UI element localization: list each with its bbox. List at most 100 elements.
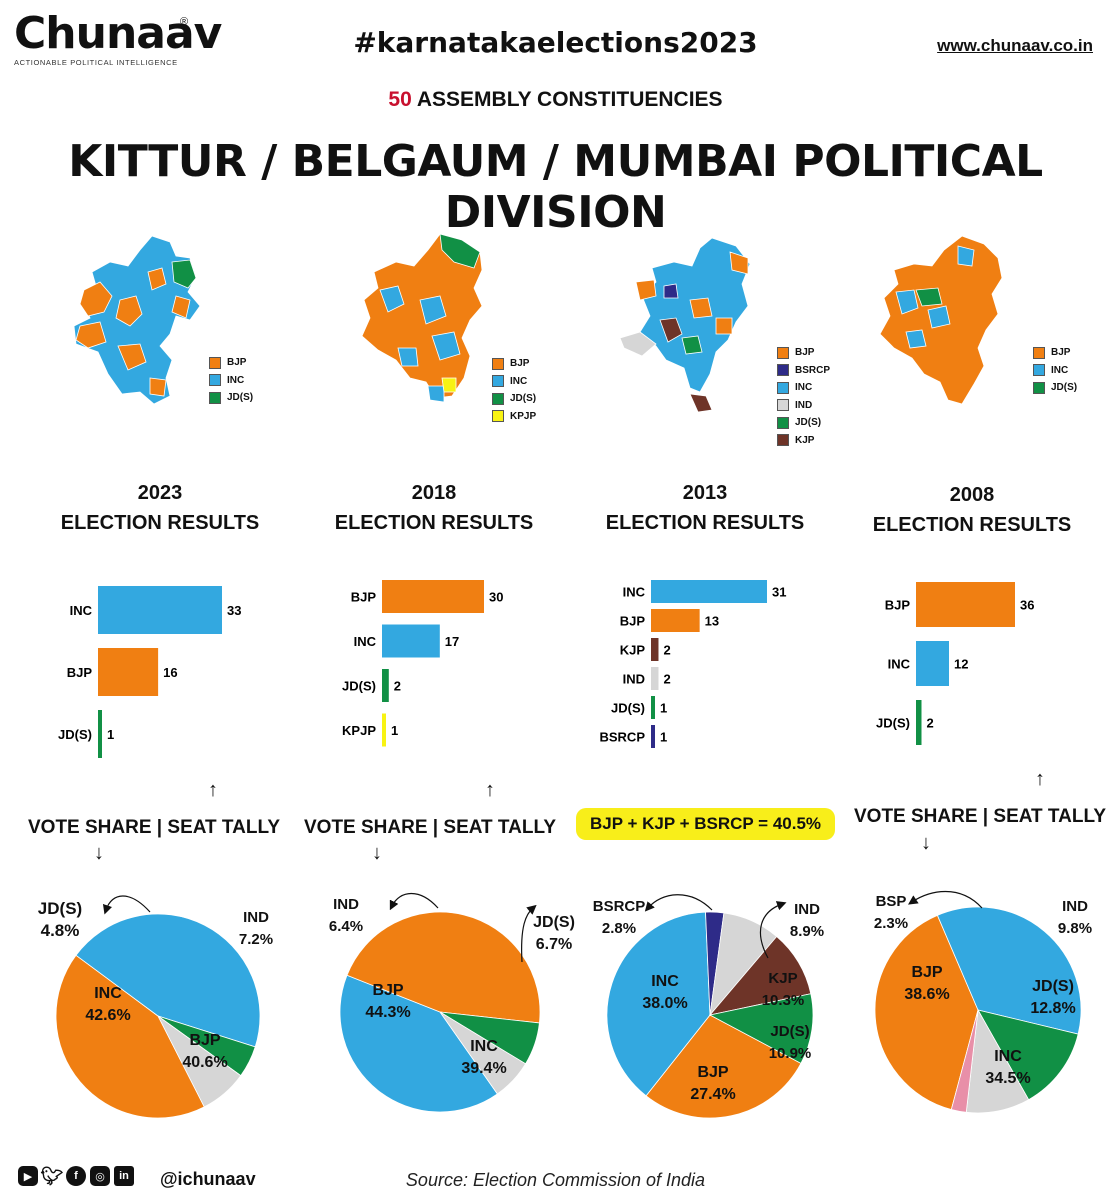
bar-value-label: 31 bbox=[772, 585, 786, 600]
legend-label: KPJP bbox=[510, 410, 537, 422]
arrow-down-icon: ↓ bbox=[372, 842, 382, 864]
map-2013-region-kjp bbox=[689, 393, 713, 413]
bar-category-label: KJP bbox=[620, 643, 646, 658]
bar-value-label: 2 bbox=[927, 716, 934, 731]
bar-value-label: 16 bbox=[163, 665, 177, 680]
map-legend-2008: BJP INC JD(S) bbox=[1033, 344, 1077, 397]
pie-slice-2023-inc bbox=[75, 913, 261, 1048]
legend-label: JD(S) bbox=[510, 393, 537, 405]
legend-label: INC bbox=[510, 375, 528, 387]
registered-mark: ® bbox=[180, 16, 189, 28]
pie-party-label: JD(S) bbox=[37, 899, 83, 918]
bar-value-label: 2 bbox=[394, 679, 401, 694]
legend-swatch bbox=[209, 391, 221, 404]
social-handle[interactable]: @ichunaav bbox=[160, 1169, 256, 1189]
heading-label: ELECTION RESULTS bbox=[334, 512, 534, 534]
pie-party-label: BJP bbox=[911, 964, 943, 981]
pointer-arrow bbox=[102, 895, 151, 915]
bar-value-label: 1 bbox=[391, 723, 398, 738]
legend-item-inc: INC bbox=[777, 379, 830, 397]
map-2018-region-inc bbox=[427, 385, 445, 403]
pie-slice-2013-inc bbox=[606, 911, 711, 1097]
map-2008-region-inc bbox=[957, 245, 975, 267]
legend-item-kpjp: KPJP bbox=[492, 408, 536, 426]
bar-category-label: BJP bbox=[67, 665, 93, 680]
hashtag: #karnatakaelections2023 bbox=[353, 26, 758, 59]
legend-swatch bbox=[209, 356, 221, 369]
youtube-icon[interactable]: ▶ bbox=[18, 1166, 38, 1186]
pie-slice-2023-bjp bbox=[55, 954, 205, 1119]
arrow-up-icon: ↑ bbox=[485, 779, 495, 801]
pie-label-2008-inc: INC 34.5% bbox=[958, 1046, 1058, 1090]
map-2023-region-bjp bbox=[79, 281, 113, 317]
bar-2018-jds bbox=[382, 669, 389, 702]
legend-swatch bbox=[492, 357, 504, 370]
map-2013-region-bjp bbox=[635, 279, 657, 301]
pie-party-label: JD(S) bbox=[1032, 978, 1074, 995]
pie-party-label: BJP bbox=[189, 1032, 221, 1049]
map-legend-2013: BJP BSRCP INC IND JD(S) KJP bbox=[777, 344, 830, 449]
legend-swatch bbox=[1033, 364, 1045, 377]
bar-2023-jds bbox=[98, 710, 102, 758]
map-2018 bbox=[361, 233, 483, 403]
pie-label-2008-bsp: BSP 2.3% bbox=[841, 891, 941, 935]
legend-item-inc: INC bbox=[1033, 362, 1077, 380]
legend-label: KJP bbox=[795, 434, 815, 446]
pie-value-label: 2.8% bbox=[601, 920, 637, 937]
instagram-icon[interactable]: ◎ bbox=[90, 1166, 110, 1186]
twitter-icon[interactable]: 🐦︎ bbox=[40, 1165, 64, 1186]
map-2023-region-bjp bbox=[171, 295, 191, 319]
map-2013-region-ind bbox=[619, 331, 657, 357]
legend-item-inc: INC bbox=[492, 373, 536, 391]
pie-party-label: INC bbox=[470, 1038, 498, 1055]
pie-label-2018-jds: JD(S) 6.7% bbox=[504, 912, 604, 956]
combined-vote-share-badge: BJP + KJP + BSRCP = 40.5% bbox=[576, 808, 835, 840]
map-2023-region-bjp bbox=[147, 267, 167, 291]
linkedin-icon[interactable]: in bbox=[114, 1166, 134, 1186]
pie-value-label: 9.8% bbox=[1057, 920, 1093, 937]
bar-2013-kjp bbox=[651, 638, 659, 661]
pie-label-2013-bsrcp: BSRCP 2.8% bbox=[569, 896, 669, 940]
facebook-icon[interactable]: f bbox=[66, 1166, 86, 1186]
pie-label-2023-jds: JD(S) 4.8% bbox=[10, 898, 110, 942]
pie-label-2023-bjp: BJP 40.6% bbox=[155, 1030, 255, 1074]
bar-2008-bjp bbox=[916, 582, 1015, 627]
seat-tally-charts: INC 33 BJP 16 JD(S) 1 BJP 30 INC 17 JD(S) 2 KPJP 1 INC… bbox=[58, 580, 1034, 758]
legend-item-bjp: BJP bbox=[209, 354, 253, 372]
website-link[interactable]: www.chunaav.co.in bbox=[937, 36, 1093, 55]
bar-category-label: BJP bbox=[620, 614, 646, 629]
pie-value-label: 12.8% bbox=[1030, 1000, 1076, 1017]
legend-swatch bbox=[492, 375, 504, 388]
legend-swatch bbox=[777, 416, 789, 429]
map-2018-region-kpjp bbox=[441, 377, 457, 393]
pie-value-label: 38.0% bbox=[642, 995, 688, 1012]
arrow-down-icon: ↓ bbox=[94, 842, 104, 864]
subtitle-text: ASSEMBLY CONSTITUENCIES bbox=[416, 88, 723, 111]
bar-category-label: INC bbox=[354, 634, 377, 649]
vote-share-pies bbox=[55, 890, 1082, 1119]
map-2023 bbox=[73, 235, 201, 405]
pie-label-2008-bjp: BJP 38.6% bbox=[877, 962, 977, 1006]
page-title: KITTUR / BELGAUM / MUMBAI POLITICAL DIVI… bbox=[68, 136, 1043, 238]
pie-value-label: 39.4% bbox=[461, 1060, 507, 1077]
bar-category-label: JD(S) bbox=[876, 716, 910, 731]
legend-label: INC bbox=[1051, 364, 1069, 376]
bar-category-label: INC bbox=[888, 657, 911, 672]
pie-slice-2008-jds bbox=[977, 1009, 1079, 1101]
map-2023-region-bjp bbox=[149, 377, 167, 397]
legend-item-bjp: BJP bbox=[1033, 344, 1077, 362]
pie-value-label: 8.9% bbox=[789, 923, 825, 940]
pie-party-label: IND bbox=[333, 896, 359, 913]
bar-value-label: 13 bbox=[705, 614, 719, 629]
legend-item-bsrcp: BSRCP bbox=[777, 362, 830, 380]
legend-swatch bbox=[1033, 346, 1045, 359]
pie-value-label: 44.3% bbox=[365, 1004, 411, 1021]
bar-category-label: BSRCP bbox=[599, 730, 645, 745]
map-2008-region-inc bbox=[905, 329, 927, 349]
bar-2013-inc bbox=[651, 580, 767, 603]
bar-category-label: BJP bbox=[885, 598, 911, 613]
legend-item-jds: JD(S) bbox=[209, 389, 253, 407]
bar-value-label: 17 bbox=[445, 634, 459, 649]
year-label: 2008 bbox=[949, 484, 995, 506]
legend-item-bjp: BJP bbox=[492, 355, 536, 373]
